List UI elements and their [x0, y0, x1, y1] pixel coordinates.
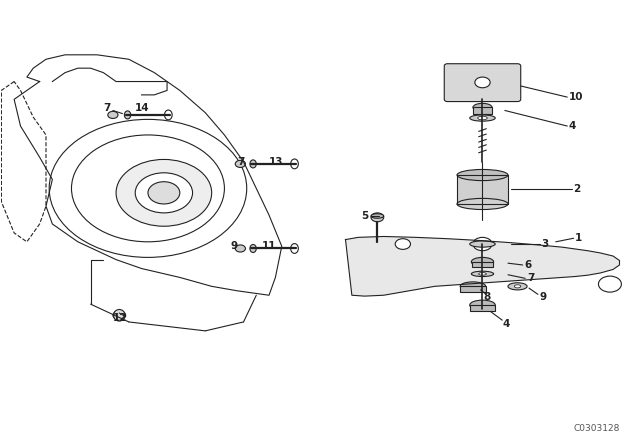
Ellipse shape	[470, 115, 495, 121]
Circle shape	[395, 239, 410, 250]
Ellipse shape	[460, 282, 486, 291]
Text: 9: 9	[231, 241, 238, 251]
Circle shape	[72, 135, 225, 242]
Text: 3: 3	[541, 239, 549, 249]
FancyBboxPatch shape	[473, 108, 492, 114]
Ellipse shape	[250, 160, 256, 168]
Text: 6: 6	[524, 260, 531, 270]
Text: 2: 2	[573, 184, 581, 194]
Polygon shape	[457, 175, 508, 204]
Ellipse shape	[477, 116, 487, 120]
Text: 11: 11	[261, 241, 276, 251]
Ellipse shape	[291, 159, 298, 169]
Circle shape	[49, 119, 246, 258]
Circle shape	[236, 245, 246, 252]
Ellipse shape	[470, 300, 495, 310]
Circle shape	[116, 159, 212, 226]
FancyBboxPatch shape	[470, 305, 495, 311]
Text: 4: 4	[503, 319, 510, 329]
Ellipse shape	[250, 245, 256, 253]
Text: 13: 13	[269, 157, 284, 167]
Ellipse shape	[291, 244, 298, 254]
Text: 7: 7	[237, 157, 244, 167]
Circle shape	[148, 182, 180, 204]
Text: C0303128: C0303128	[573, 424, 620, 433]
Circle shape	[113, 311, 125, 320]
Ellipse shape	[124, 111, 131, 119]
Ellipse shape	[164, 110, 172, 120]
Text: 10: 10	[568, 92, 583, 102]
Ellipse shape	[113, 310, 125, 321]
Circle shape	[473, 237, 492, 251]
FancyBboxPatch shape	[444, 64, 521, 102]
Ellipse shape	[470, 241, 495, 247]
Text: 8: 8	[484, 292, 491, 302]
Ellipse shape	[457, 169, 508, 181]
Text: 1: 1	[575, 233, 582, 243]
FancyBboxPatch shape	[472, 262, 493, 267]
Ellipse shape	[471, 271, 493, 276]
Ellipse shape	[471, 258, 493, 266]
Text: 7: 7	[527, 273, 534, 283]
Ellipse shape	[515, 285, 521, 288]
Circle shape	[135, 173, 193, 213]
Circle shape	[154, 186, 173, 199]
FancyBboxPatch shape	[460, 286, 486, 292]
Ellipse shape	[479, 272, 486, 275]
Circle shape	[598, 276, 621, 292]
Ellipse shape	[457, 198, 508, 210]
Text: 5: 5	[362, 211, 369, 221]
Text: 4: 4	[568, 121, 576, 131]
Text: 14: 14	[135, 103, 150, 113]
Ellipse shape	[508, 283, 527, 290]
Circle shape	[475, 77, 490, 88]
Polygon shape	[346, 237, 620, 296]
Circle shape	[236, 160, 246, 168]
Text: 12: 12	[113, 314, 127, 323]
Text: 9: 9	[540, 292, 547, 302]
Text: 7: 7	[103, 103, 111, 113]
Circle shape	[371, 213, 384, 222]
Ellipse shape	[371, 214, 384, 218]
Circle shape	[108, 112, 118, 118]
Ellipse shape	[473, 103, 492, 112]
